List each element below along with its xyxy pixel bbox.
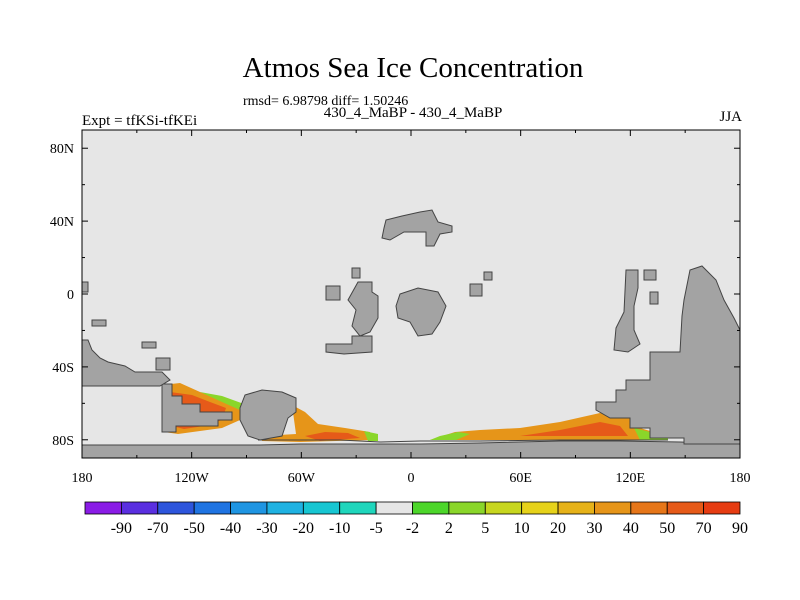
- land-antarctic-peninsula: [161, 383, 233, 433]
- colorbar-label: 5: [481, 520, 489, 537]
- stats-line: rmsd= 6.98798 diff= 1.50246: [243, 94, 409, 109]
- land-islet-a: [82, 281, 89, 293]
- colorbar-swatch: [339, 501, 377, 515]
- colorbar-label: -90: [111, 520, 132, 537]
- x-tick-label: 60W: [288, 471, 316, 486]
- colorbar-swatch: [448, 501, 486, 515]
- land-east-islands: [613, 269, 641, 353]
- colorbar-label: 90: [732, 520, 748, 537]
- y-tick-label: 0: [67, 288, 74, 303]
- colorbar-swatch: [375, 501, 413, 515]
- colorbar-swatch: [557, 501, 595, 515]
- colorbar: -90 -70 -50 -40 -30 -20 -10 -5 -2 2 5 10 20 30 40 50 70 9…: [84, 501, 748, 537]
- land-islet-j: [649, 291, 659, 305]
- x-tick-label: 120E: [616, 471, 646, 486]
- colorbar-swatch: [230, 501, 268, 515]
- colorbar-swatch: [266, 501, 304, 515]
- colorbar-swatch: [412, 501, 450, 515]
- land-islet-h: [155, 357, 171, 371]
- x-tick-label: 0: [408, 471, 415, 486]
- sea-ice-anomaly-indian-edge: [430, 428, 668, 440]
- colorbar-swatch: [630, 501, 668, 515]
- sea-ice-anomaly-weddell-edge: [364, 431, 378, 441]
- colorbar-label: -30: [256, 520, 277, 537]
- colorbar-label: 20: [550, 520, 566, 537]
- land-islet-f: [91, 319, 107, 327]
- chart-title: Atmos Sea Ice Concentration: [242, 52, 584, 84]
- y-tick-label: 40S: [52, 361, 74, 376]
- colorbar-swatch: [484, 501, 523, 515]
- y-tick-label: 80S: [52, 434, 74, 449]
- land-islet-d: [325, 285, 341, 301]
- colorbar-label: 2: [445, 520, 453, 537]
- colorbar-label: -20: [293, 520, 314, 537]
- land-west-antarctica: [239, 389, 297, 441]
- land-islands-circle: [395, 287, 447, 337]
- colorbar-label: 40: [623, 520, 639, 537]
- sea-ice-anomaly-indian-core: [520, 422, 628, 436]
- land-islands-central: [347, 281, 379, 337]
- x-tick-label: 60E: [509, 471, 532, 486]
- colorbar-label: 70: [696, 520, 712, 537]
- colorbar-swatch: [120, 501, 159, 515]
- colorbar-label: -40: [220, 520, 241, 537]
- colorbar-swatch: [84, 501, 122, 515]
- colorbar-label: 10: [514, 520, 530, 537]
- colorbar-swatch: [302, 501, 341, 515]
- antarctic-coastline: [258, 439, 668, 443]
- colorbar-swatch: [666, 501, 705, 515]
- colorbar-swatch: [157, 501, 195, 515]
- land-islet-g: [141, 341, 157, 349]
- x-tick-label: 120W: [175, 471, 210, 486]
- colorbar-label: -5: [369, 520, 382, 537]
- colorbar-label: -10: [329, 520, 350, 537]
- experiment-label: Expt = tfKSi-tfKEi: [82, 113, 198, 129]
- y-tick-label: 80N: [50, 142, 74, 157]
- x-tick-label: 180: [730, 471, 751, 486]
- land-south-pacific-coast: [82, 339, 171, 387]
- sea-ice-anomaly-weddell: [262, 405, 372, 442]
- y-tick-label: 40N: [50, 215, 74, 230]
- season-label: JJA: [719, 109, 742, 125]
- colorbar-swatch: [521, 501, 559, 515]
- colorbar-swatch: [193, 501, 231, 515]
- colorbar-label: -50: [184, 520, 205, 537]
- land-islands-south: [325, 335, 373, 355]
- land-australia-south: [595, 265, 740, 445]
- colorbar-swatch: [703, 501, 741, 515]
- axes: 180 120W 60W 0 60E 120E 180 80N 40N 0 40S 80S: [50, 130, 751, 486]
- land-islet-e: [469, 283, 483, 297]
- colorbar-label: 30: [586, 520, 602, 537]
- colorbar-swatch: [594, 501, 632, 515]
- land-north-island: [381, 209, 453, 247]
- colorbar-label: -70: [147, 520, 168, 537]
- x-tick-label: 180: [72, 471, 93, 486]
- sea-ice-anomaly-pacific-edge: [200, 392, 246, 412]
- sea-ice-anomaly-weddell-core: [305, 432, 360, 441]
- land-islet-c: [483, 271, 493, 281]
- chart-subtitle: 430_4_MaBP - 430_4_MaBP: [323, 105, 503, 121]
- land-islet-b: [351, 267, 361, 279]
- colorbar-label: 50: [659, 520, 675, 537]
- land-islet-i: [643, 269, 657, 281]
- colorbar-label: -2: [406, 520, 419, 537]
